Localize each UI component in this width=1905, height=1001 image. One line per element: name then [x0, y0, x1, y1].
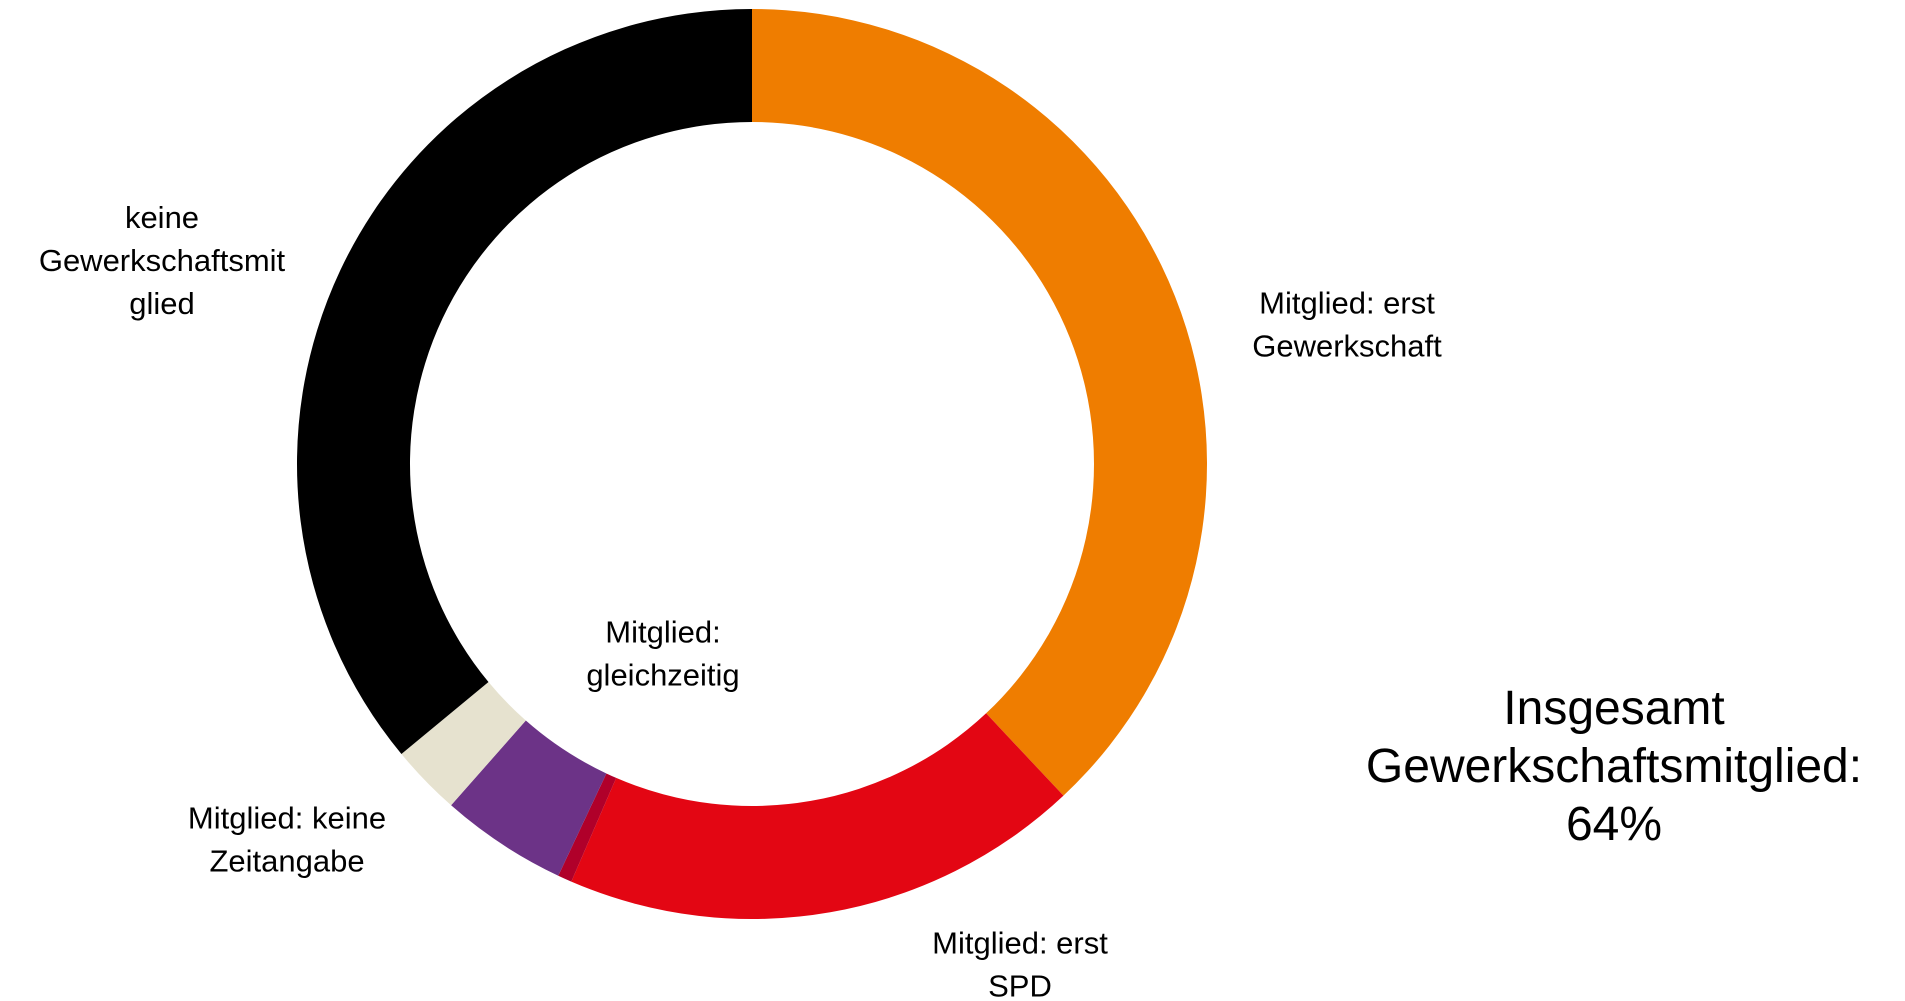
segment-label: Mitglied: erst Gewerkschaft — [1252, 286, 1442, 364]
donut-segment — [558, 773, 617, 882]
donut-segment — [451, 720, 607, 876]
donut-segment — [571, 713, 1064, 919]
donut-segment — [401, 681, 526, 806]
segment-label: Mitglied: gleichzeitig — [586, 615, 739, 693]
segment-label: keine Gewerkschaftsmit glied — [39, 200, 286, 321]
donut-segment — [297, 9, 752, 755]
annotation-text: Insgesamt Gewerkschaftsmitglied: 64% — [1366, 682, 1862, 851]
donut-segment — [752, 9, 1207, 796]
segment-label: Mitglied: erst SPD — [932, 926, 1108, 1001]
segment-label: Mitglied: keine Zeitangabe — [188, 801, 386, 879]
